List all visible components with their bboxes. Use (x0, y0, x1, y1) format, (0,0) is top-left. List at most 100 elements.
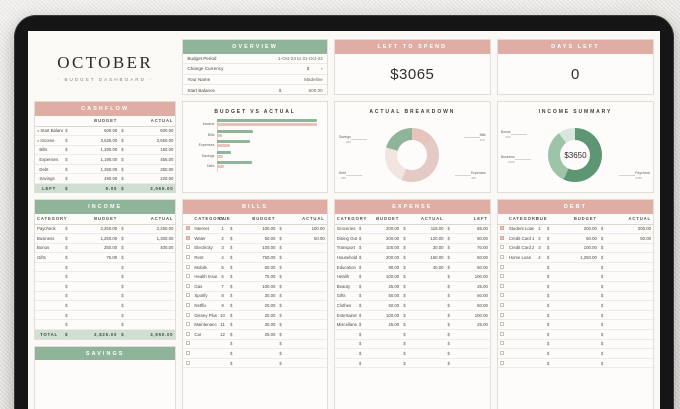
bills-actual-cell[interactable] (302, 310, 327, 321)
debt-actual-cell[interactable]: 50.00 (625, 233, 654, 244)
debt-category-cell[interactable] (506, 291, 534, 302)
bills-checkbox[interactable] (183, 319, 193, 331)
income-budget-cell[interactable] (91, 291, 120, 302)
table-row[interactable]: Credit Card 2 3 $100.00 $ (497, 243, 654, 254)
income-actual-cell[interactable] (147, 319, 176, 331)
income-budget-cell[interactable]: 75.00 (91, 252, 120, 263)
debt-due-cell[interactable] (533, 329, 545, 340)
income-actual-cell[interactable] (147, 271, 176, 283)
bills-checkbox[interactable] (183, 300, 193, 311)
income-category-cell[interactable]: Paycheck (35, 224, 64, 235)
debt-checkbox[interactable] (497, 329, 507, 340)
checkbox-icon[interactable] (185, 274, 190, 279)
checkbox-icon[interactable] (185, 351, 190, 356)
table-row[interactable]: Gifts $50.00 $ $50.00 (334, 291, 490, 302)
expense-actual-cell[interactable] (423, 291, 446, 302)
debt-category-cell[interactable] (506, 319, 534, 331)
bills-due-cell[interactable]: 12 (217, 329, 229, 340)
checkbox-icon[interactable] (500, 274, 505, 279)
debt-actual-cell[interactable] (625, 300, 654, 311)
table-row[interactable]: $ $ $ (334, 348, 490, 359)
expense-actual-cell[interactable] (423, 281, 446, 292)
table-row[interactable]: Dining Out $200.00 $120.00 $80.00 (334, 233, 490, 244)
debt-checkbox[interactable] (497, 358, 507, 369)
expense-budget-cell[interactable]: 100.00 (379, 243, 402, 254)
debt-budget-cell[interactable] (571, 339, 599, 350)
debt-checkbox[interactable] (497, 348, 507, 359)
debt-actual-cell[interactable] (625, 358, 654, 369)
debt-budget-cell[interactable] (571, 271, 599, 283)
table-row[interactable]: $ $ (497, 300, 654, 311)
expense-category-cell[interactable]: Dining Out (334, 233, 357, 244)
table-row[interactable]: Gas 7 $100.00 $ (183, 281, 327, 292)
debt-actual-cell[interactable] (625, 252, 654, 263)
debt-due-cell[interactable] (533, 281, 545, 292)
expense-category-cell[interactable]: Health (334, 271, 357, 283)
overview-row-budget-period[interactable]: Budget Period 1-Oct-23 to 31-Oct-23 (183, 54, 327, 64)
table-row[interactable]: $ $ (497, 310, 654, 321)
income-category-cell[interactable] (35, 271, 64, 283)
expense-actual-cell[interactable]: 30.00 (423, 243, 446, 254)
overview-row-start-balance[interactable]: Start Balance $ 600.00 (183, 85, 326, 96)
expense-budget-cell[interactable]: 90.00 (379, 262, 402, 273)
debt-category-cell[interactable]: Credit Card 1 (506, 233, 534, 244)
debt-actual-cell[interactable]: 200.00 (625, 224, 654, 235)
table-row[interactable]: Business $1,250.00 $1,300.00 (35, 233, 176, 244)
income-actual-cell[interactable] (147, 281, 176, 292)
table-row[interactable]: $ $ (35, 262, 176, 273)
table-row[interactable]: Water 2 $50.00 $50.00 (183, 233, 327, 244)
checkbox-icon[interactable] (500, 360, 505, 365)
income-budget-cell[interactable] (91, 319, 120, 331)
checkbox-icon[interactable] (500, 264, 505, 269)
income-category-cell[interactable]: Gifts (35, 252, 64, 263)
bills-category-cell[interactable] (192, 339, 218, 350)
bills-due-cell[interactable]: 8 (217, 291, 229, 302)
bills-budget-cell[interactable]: 25.00 (252, 329, 278, 340)
table-row[interactable]: Groceries $200.00 $115.00 $85.00 (334, 224, 490, 235)
expense-actual-cell[interactable]: 40.00 (423, 262, 446, 273)
table-row[interactable]: $ $ (35, 281, 176, 292)
checkbox-icon[interactable] (500, 235, 505, 240)
table-row[interactable]: Miscellaneous$25.00$$25.00 (334, 319, 490, 331)
table-row[interactable]: $ $ (497, 358, 654, 369)
debt-category-cell[interactable] (506, 262, 534, 273)
table-row[interactable]: $ $ (497, 291, 654, 302)
table-row[interactable]: Entertainment$100.00$$100.00 (334, 310, 490, 321)
bills-actual-cell[interactable] (302, 262, 327, 273)
debt-actual-cell[interactable] (625, 271, 654, 283)
debt-due-cell[interactable] (533, 300, 545, 311)
table-row[interactable]: Credit Card 1 2 $50.00 $50.00 (497, 233, 654, 244)
table-row[interactable]: Car 12 $25.00 $ (183, 329, 327, 340)
debt-budget-cell[interactable] (571, 358, 599, 369)
income-actual-cell[interactable]: 400.00 (147, 243, 176, 254)
bills-budget-cell[interactable]: 750.00 (252, 252, 278, 263)
bills-category-cell[interactable]: Car (192, 329, 218, 340)
bills-checkbox[interactable] (183, 224, 193, 235)
checkbox-icon[interactable] (185, 235, 190, 240)
bills-actual-cell[interactable] (302, 300, 327, 311)
currency-select-value[interactable]: $ (306, 66, 310, 72)
debt-category-cell[interactable] (506, 358, 534, 369)
expense-category-cell[interactable]: Entertainment (334, 310, 357, 321)
checkbox-icon[interactable] (185, 341, 190, 346)
expense-category-cell[interactable]: Clothes (334, 300, 357, 311)
table-row[interactable]: Beauty $25.00 $ $25.00 (334, 281, 490, 292)
debt-actual-cell[interactable] (625, 329, 654, 340)
debt-category-cell[interactable] (506, 300, 534, 311)
expense-budget-cell[interactable]: 100.00 (379, 271, 402, 283)
table-row[interactable]: $ $ (497, 329, 654, 340)
table-row[interactable]: $ $ (35, 300, 176, 311)
debt-due-cell[interactable] (533, 339, 545, 350)
table-row[interactable]: Electricity 3 $100.00 $ (183, 243, 327, 254)
expense-actual-cell[interactable] (423, 339, 446, 350)
bills-budget-cell[interactable]: 30.00 (252, 319, 278, 331)
checkbox-icon[interactable] (185, 331, 190, 336)
bills-category-cell[interactable]: Health Insurance (192, 271, 218, 283)
bills-due-cell[interactable]: 4 (217, 252, 229, 263)
expense-actual-cell[interactable] (423, 310, 446, 321)
table-row[interactable]: Student Loan 1 $200.00 $200.00 (497, 224, 654, 235)
checkbox-icon[interactable] (500, 255, 505, 260)
expense-budget-cell[interactable]: 25.00 (379, 281, 402, 292)
checkbox-icon[interactable] (185, 360, 190, 365)
debt-checkbox[interactable] (497, 300, 507, 311)
